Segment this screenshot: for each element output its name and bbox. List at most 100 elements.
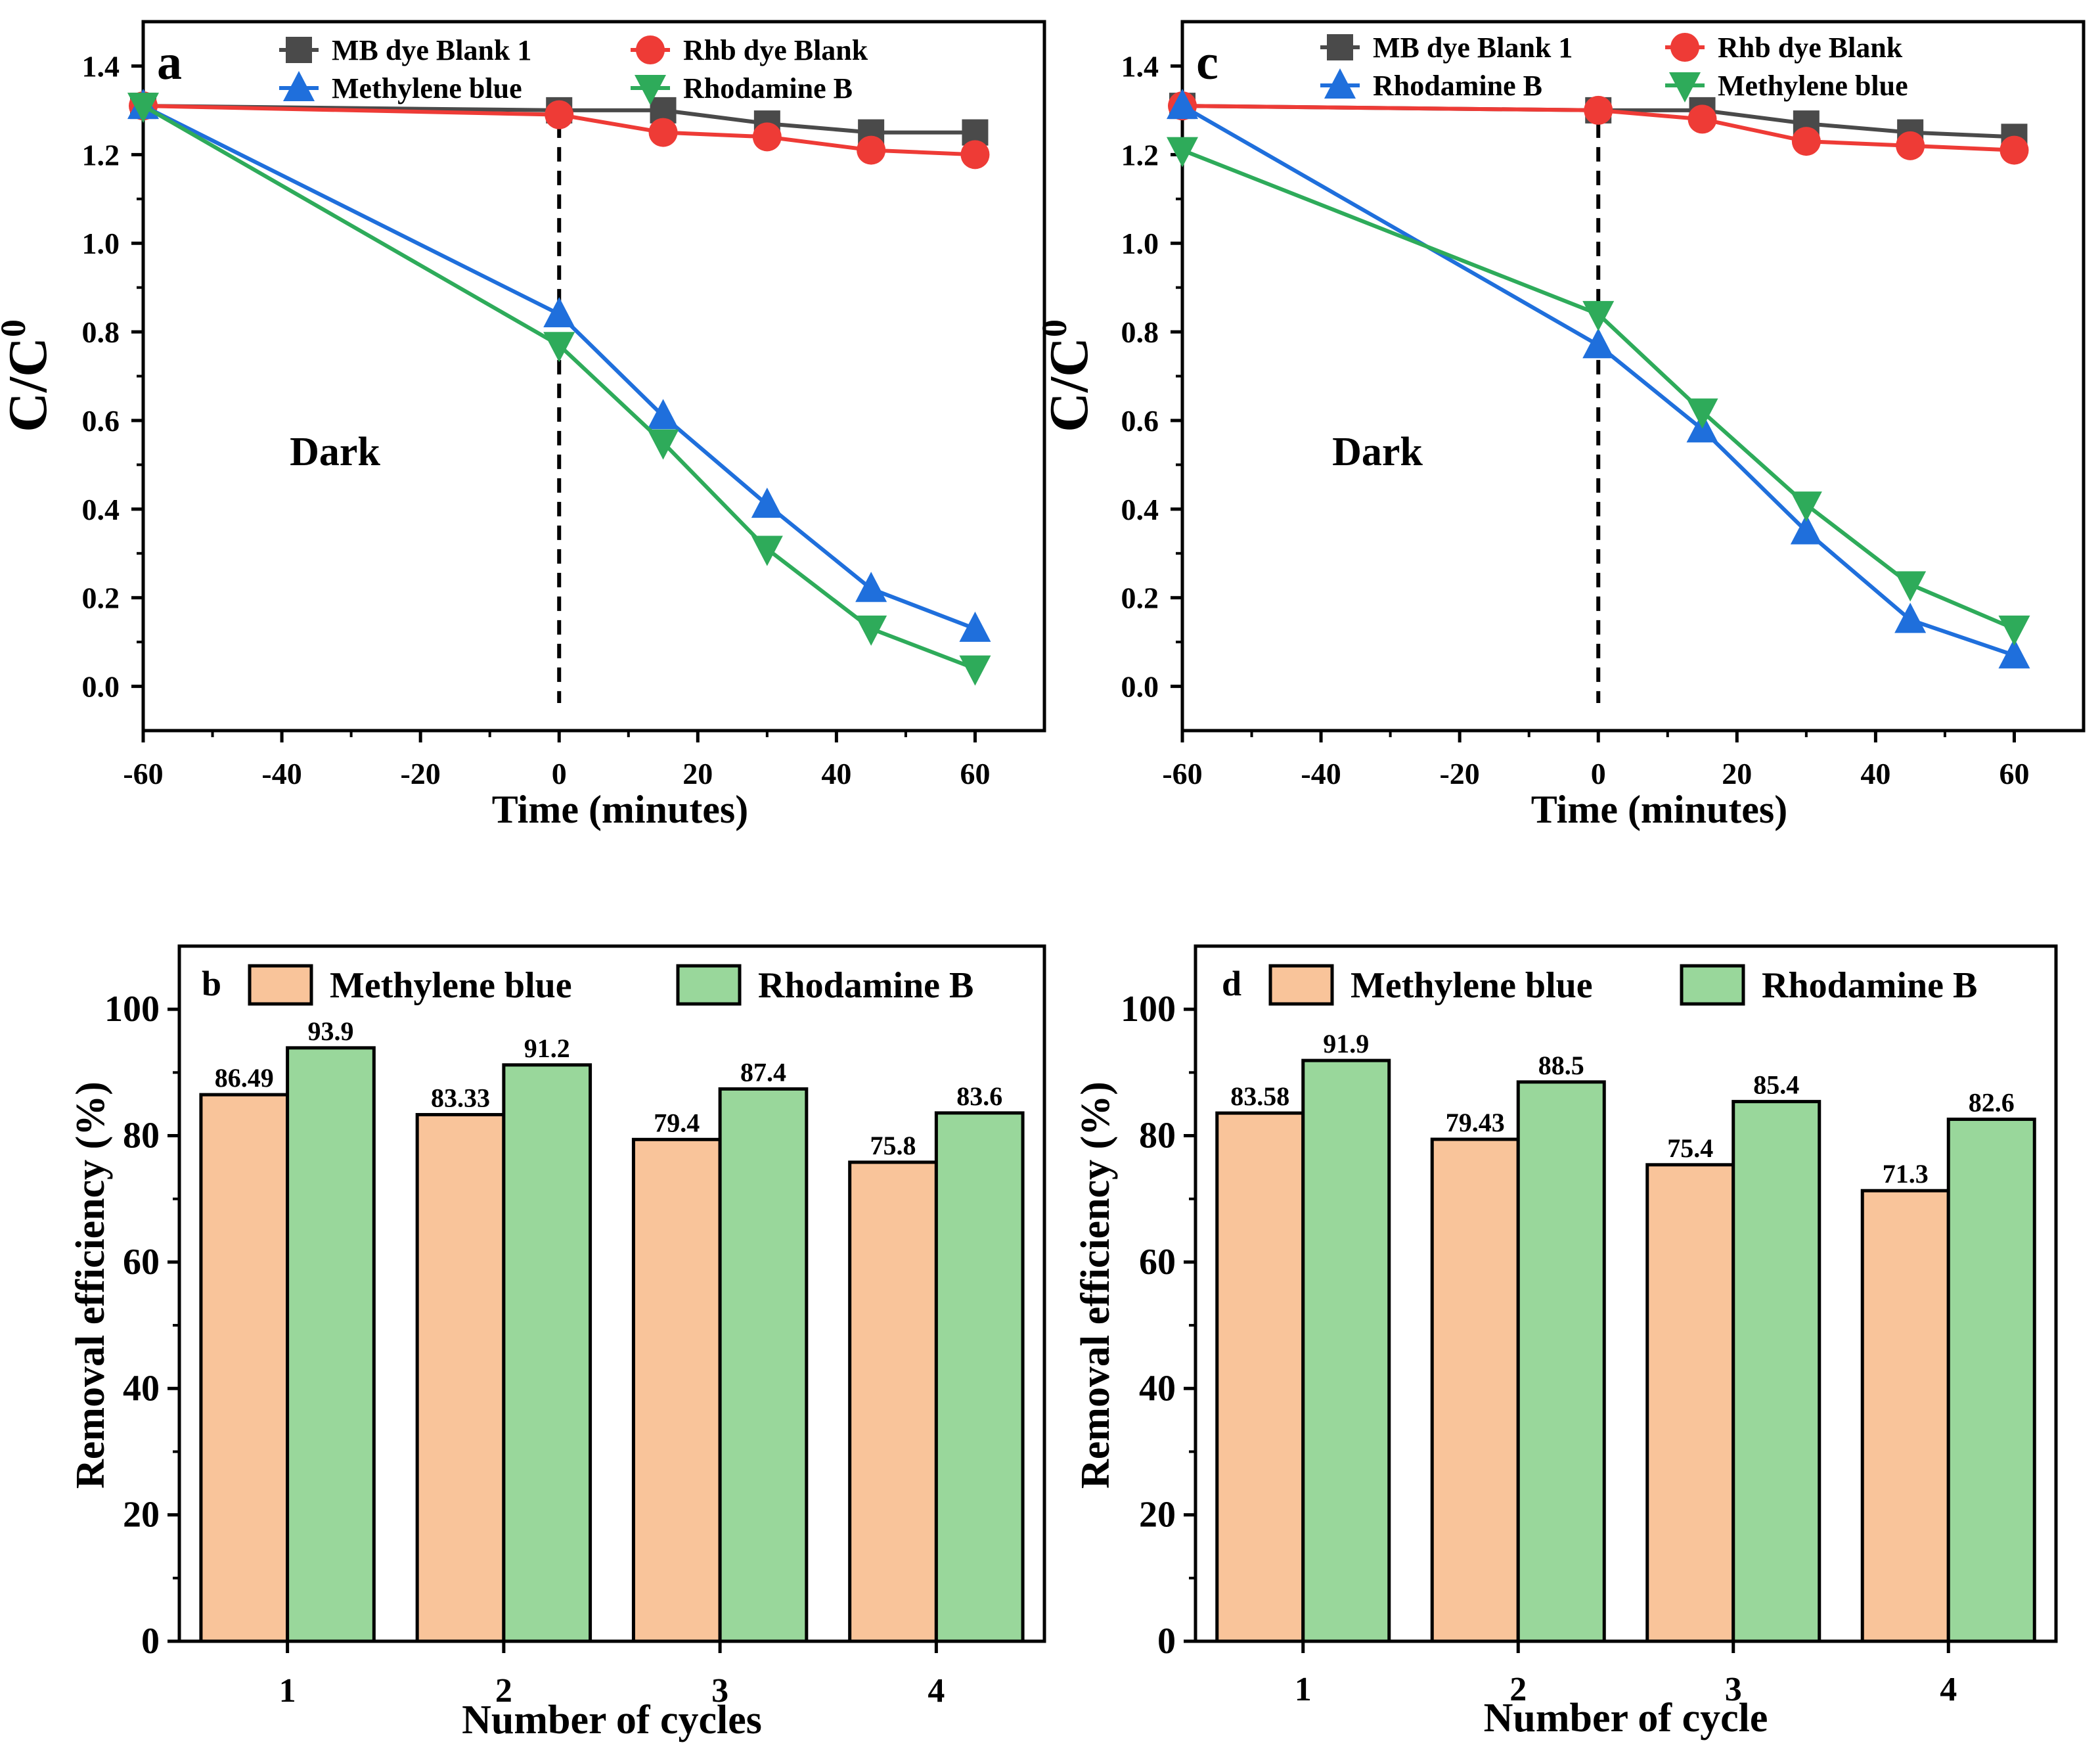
x-tick-label: 20 (682, 757, 713, 790)
bar-value-label: 85.4 (1753, 1070, 1799, 1100)
y-tick-label: 20 (1139, 1495, 1176, 1535)
y-axis-label: C/C0 (0, 319, 58, 432)
line-chart-panel-c: -60 -40 -20 0 20 40 60 0.0 0.2 0.4 0.6 0.8 1.0 1.2 1.4… (1035, 20, 2086, 831)
bar (1430, 1137, 1520, 1643)
data-point (960, 140, 990, 170)
y-tick-label: 0.0 (1121, 670, 1159, 704)
x-tick-label: 3 (1725, 1671, 1742, 1708)
legend-marker (286, 37, 312, 63)
x-tick-label: -60 (1162, 757, 1202, 790)
legend-label: Methylene blue (1351, 965, 1593, 1006)
data-point (1790, 491, 1822, 522)
data-point (751, 488, 783, 518)
series-line (142, 104, 976, 671)
y-tick-label: 60 (123, 1242, 160, 1283)
y-tick-label: 100 (104, 989, 160, 1030)
x-tick-label: 0 (552, 757, 567, 790)
y-tick-label: 40 (123, 1368, 160, 1409)
series-line (1182, 104, 2015, 152)
y-tick-label: 1.4 (82, 49, 120, 83)
bar (1516, 1080, 1606, 1643)
dark-annotation: Dark (290, 430, 380, 474)
bar-value-label: 83.58 (1230, 1081, 1289, 1111)
plot-frame (1194, 944, 2058, 1643)
bar-value-label: 79.43 (1446, 1108, 1505, 1137)
y-tick-label: 1.0 (82, 227, 120, 260)
legend-marker (283, 71, 315, 101)
x-tick-label: 0 (1591, 757, 1606, 790)
data-point (1791, 127, 1821, 156)
data-point (648, 118, 678, 147)
x-tick-label: 2 (1509, 1671, 1527, 1708)
data-point (1582, 301, 1615, 332)
y-tick-label: 0.6 (82, 404, 120, 438)
legend-label: Rhodamine B (1373, 70, 1542, 102)
data-point (752, 122, 782, 152)
data-point (1998, 638, 2030, 669)
legend-marker (636, 35, 665, 64)
legend-label: Methylene blue (1718, 70, 1908, 102)
x-tick-label: 2 (495, 1672, 512, 1710)
plot-frame (1180, 20, 2086, 733)
bar (631, 1137, 722, 1643)
y-axis-label-subscript: 0 (0, 319, 33, 337)
y-tick-label: 80 (1139, 1116, 1176, 1156)
data-point (1584, 95, 1613, 125)
data-point (1896, 131, 1925, 160)
bar-value-label: 86.49 (215, 1063, 274, 1093)
bar-value-label: 83.6 (956, 1081, 1002, 1111)
data-point (543, 332, 575, 363)
legend-marker (1327, 34, 1353, 60)
bar (934, 1111, 1025, 1643)
x-axis-label: Number of cycle (1484, 1696, 1768, 1740)
y-axis-label: Removal efficiency (%) (1073, 1081, 1118, 1489)
plot-frame (177, 944, 1046, 1643)
x-tick-label: -20 (1439, 757, 1479, 790)
x-tick-label: -60 (123, 757, 163, 790)
x-axis-label: Number of cycles (462, 1698, 762, 1742)
y-tick-label: 1.0 (1121, 227, 1159, 260)
data-point (1167, 137, 1198, 168)
legend-label: Methylene blue (332, 72, 522, 104)
data-point (647, 429, 679, 460)
legend-swatch (1680, 964, 1745, 1006)
bar (718, 1087, 809, 1643)
bar-value-label: 91.9 (1323, 1029, 1369, 1058)
bar-value-label: 88.5 (1538, 1051, 1584, 1080)
y-axis-label: Removal efficiency (%) (68, 1081, 113, 1489)
y-tick-label: 80 (123, 1116, 160, 1156)
bar-value-label: 71.3 (1883, 1159, 1929, 1189)
data-point (959, 611, 991, 642)
legend-label: Rhodamine B (1762, 965, 1977, 1006)
y-tick-label: 0.8 (82, 315, 120, 349)
y-tick-label: 1.2 (82, 138, 120, 171)
x-tick-label: 60 (960, 757, 990, 790)
data-point (959, 655, 991, 686)
x-tick-label: -20 (400, 757, 440, 790)
panel-letter: a (157, 35, 182, 90)
legend-marker (1324, 68, 1356, 99)
x-tick-label: 3 (711, 1672, 728, 1710)
x-tick-label: 4 (927, 1672, 945, 1710)
data-point (545, 100, 574, 129)
legend-swatch (1268, 964, 1334, 1006)
y-tick-label: 60 (1139, 1242, 1176, 1283)
bar (1860, 1189, 1950, 1643)
bar (1946, 1118, 2036, 1643)
bar (1645, 1163, 1735, 1643)
data-point (1998, 615, 2030, 646)
bar (1215, 1111, 1305, 1643)
data-point (1894, 602, 1927, 633)
series-line (142, 104, 976, 631)
series-line (1181, 104, 2015, 658)
x-tick-label: 1 (1295, 1671, 1312, 1708)
y-axis-label: C/C0 (1035, 319, 1100, 432)
legend-swatch (676, 964, 742, 1006)
y-tick-label: 100 (1121, 989, 1176, 1030)
data-point (647, 399, 679, 430)
bar-value-label: 93.9 (307, 1016, 353, 1046)
bar-chart-panel-b: 86.4993.9183.3391.2279.487.4375.883.6402… (68, 944, 1046, 1742)
data-point (857, 135, 886, 165)
bar-value-label: 75.4 (1667, 1133, 1713, 1163)
